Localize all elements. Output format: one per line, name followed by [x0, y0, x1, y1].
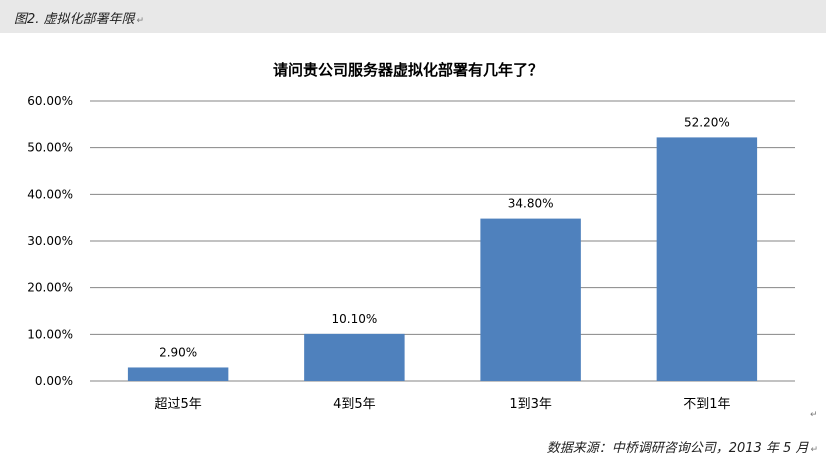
bar — [127, 367, 229, 381]
bar-chart: 请问贵公司服务器虚拟化部署有几年了？ 0.00% 10.00% 20.00% 30.0… — [27, 61, 795, 412]
bar — [656, 137, 758, 381]
paragraph-mark-icon: ↵ — [136, 16, 145, 26]
data-label: 34.80% — [508, 197, 554, 211]
y-tick-label: 20.00% — [27, 281, 73, 295]
data-label: 2.90% — [159, 345, 197, 359]
x-tick-label: 不到1年 — [683, 397, 730, 412]
x-tick-label: 1到3年 — [509, 397, 552, 412]
caption-bar: 图2. 虚拟化部署年限 ↵ — [0, 0, 826, 33]
bar — [480, 218, 581, 381]
data-label: 52.20% — [684, 115, 730, 129]
y-tick-label: 60.00% — [27, 94, 73, 108]
bars — [127, 137, 758, 381]
gridlines — [90, 100, 795, 382]
paragraph-mark-icon: ↵ — [810, 445, 818, 455]
y-axis: 0.00% 10.00% 20.00% 30.00% 40.00% 50.00% 60.00… — [27, 94, 73, 388]
data-labels: 2.90% 10.10% 34.80% 52.20% — [159, 115, 730, 359]
y-tick-label: 10.00% — [27, 327, 73, 341]
y-tick-label: 40.00% — [27, 187, 73, 201]
data-label: 10.10% — [331, 312, 377, 326]
figure-caption-text: 图2. 虚拟化部署年限 — [14, 12, 135, 27]
paragraph-mark-icon: ↵ — [810, 410, 818, 420]
figure-caption: 图2. 虚拟化部署年限 ↵ — [14, 8, 144, 27]
y-tick-label: 50.00% — [27, 141, 73, 155]
data-source-text: 数据来源：中桥调研咨询公司，2013 年 5 月 — [546, 441, 809, 456]
y-tick-label: 30.00% — [27, 234, 73, 248]
chart-title: 请问贵公司服务器虚拟化部署有几年了？ — [273, 61, 543, 79]
y-tick-label: 0.00% — [35, 374, 73, 388]
x-tick-label: 超过5年 — [154, 397, 201, 412]
x-tick-label: 4到5年 — [333, 397, 376, 412]
bar — [304, 333, 405, 381]
data-source-note: 数据来源：中桥调研咨询公司，2013 年 5 月 ↵ — [547, 437, 818, 456]
x-axis: 超过5年 4到5年 1到3年 不到1年 — [154, 397, 730, 412]
